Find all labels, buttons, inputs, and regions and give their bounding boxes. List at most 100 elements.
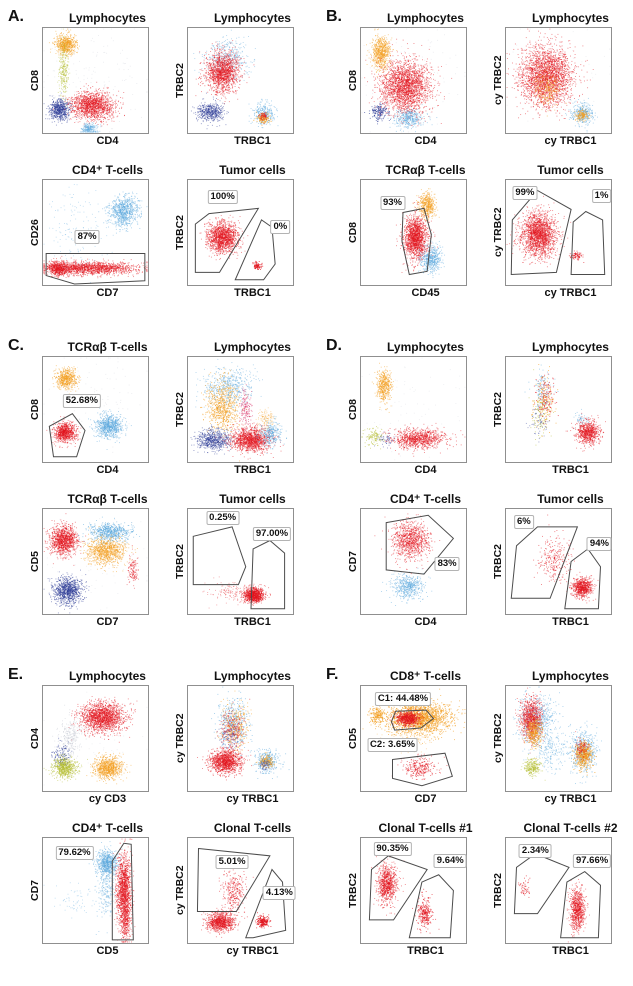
gate-overlay bbox=[188, 180, 293, 285]
scatter-plot: CD4⁺ T-cells CD7 79.62% CD5 bbox=[28, 820, 173, 972]
x-axis-label: TRBC1 bbox=[552, 945, 589, 957]
gate-percentage-label: 6% bbox=[513, 514, 534, 529]
gate-polygon bbox=[393, 753, 453, 786]
gate-polygon bbox=[409, 875, 453, 938]
gate-polygon bbox=[511, 527, 577, 598]
gate-polygon bbox=[369, 856, 427, 920]
gate-overlay bbox=[188, 838, 293, 943]
plot-area bbox=[360, 356, 467, 463]
y-axis-label: TRBC2 bbox=[174, 392, 186, 428]
x-axis-label: CD7 bbox=[96, 616, 119, 628]
y-axis-label: TRBC2 bbox=[492, 392, 504, 428]
plot-area bbox=[42, 685, 149, 792]
gate-percentage-label: 94% bbox=[586, 536, 612, 551]
scatter-canvas bbox=[506, 357, 611, 462]
plot-area bbox=[42, 27, 149, 134]
scatter-plot: Lymphocytes cy TRBC2 cy TRBC1 bbox=[491, 668, 633, 820]
gate-percentage-label: 83% bbox=[434, 556, 460, 571]
y-axis-label: TRBC2 bbox=[174, 63, 186, 99]
scatter-plot: TCRαβ T-cells CD8 93% CD45 bbox=[346, 162, 491, 314]
y-axis-label: TRBC2 bbox=[174, 215, 186, 251]
x-axis-label: cy TRBC1 bbox=[226, 945, 279, 957]
scatter-plot: CD4⁺ T-cells CD26 87% CD7 bbox=[28, 162, 173, 314]
gate-polygon bbox=[235, 220, 275, 280]
plot-area bbox=[505, 356, 612, 463]
scatter-plot: Lymphocytes TRBC2 TRBC1 bbox=[173, 10, 318, 162]
x-axis-label: CD4 bbox=[414, 616, 437, 628]
scatter-canvas bbox=[188, 509, 293, 614]
plot-title: Lymphocytes bbox=[69, 669, 146, 683]
panel-f: F. CD8⁺ T-cells CD5 C1: 44.48% C2: 3.65% CD7 L… bbox=[320, 660, 632, 986]
x-axis-label: cy TRBC1 bbox=[544, 287, 597, 299]
plot-area: C1: 44.48% C2: 3.65% bbox=[360, 685, 467, 792]
plot-area: 2.34% 97.66% bbox=[505, 837, 612, 944]
gate-polygon bbox=[565, 549, 601, 609]
gate-polygon bbox=[391, 710, 433, 730]
gate-polygon bbox=[195, 208, 258, 272]
plot-area: 93% bbox=[360, 179, 467, 286]
scatter-plot: Lymphocytes TRBC2 TRBC1 bbox=[491, 339, 633, 491]
gate-percentage-label: 100% bbox=[207, 189, 238, 204]
plot-title: Lymphocytes bbox=[69, 11, 146, 25]
y-axis-label: cy TRBC2 bbox=[492, 713, 504, 764]
plot-area bbox=[360, 27, 467, 134]
x-axis-label: TRBC1 bbox=[234, 464, 271, 476]
plot-title: CD4⁺ T-cells bbox=[389, 492, 462, 506]
panel-letter: E. bbox=[8, 666, 24, 683]
scatter-plot: Tumor cells TRBC2 0.25% 97.00% TRBC1 bbox=[173, 491, 318, 643]
gate-percentage-label: 1% bbox=[591, 188, 612, 203]
plot-title: TCRαβ T-cells bbox=[67, 340, 148, 354]
plot-title: CD4⁺ T-cells bbox=[71, 821, 144, 835]
panel-a: A. Lymphocytes CD8 CD4 Lymphocytes TRBC2 TRBC1… bbox=[2, 2, 314, 328]
x-axis-label: CD4 bbox=[96, 464, 119, 476]
scatter-plot: Tumor cells cy TRBC2 99% 1% cy TRBC1 bbox=[491, 162, 633, 314]
scatter-plot: TCRαβ T-cells CD5 CD7 bbox=[28, 491, 173, 643]
gate-polygon bbox=[251, 541, 285, 609]
scatter-canvas bbox=[361, 357, 466, 462]
x-axis-label: CD4 bbox=[414, 135, 437, 147]
scatter-canvas bbox=[506, 28, 611, 133]
panel-plot-grid: CD8⁺ T-cells CD5 C1: 44.48% C2: 3.65% CD7 Lym… bbox=[346, 668, 633, 972]
x-axis-label: cy TRBC1 bbox=[226, 793, 279, 805]
y-axis-label: CD8 bbox=[29, 70, 41, 92]
plot-area: 87% bbox=[42, 179, 149, 286]
panel-letter: F. bbox=[326, 666, 339, 683]
plot-title: Clonal T-cells bbox=[213, 821, 292, 835]
x-axis-label: cy TRBC1 bbox=[544, 793, 597, 805]
gate-overlay bbox=[506, 509, 611, 614]
plot-title: Lymphocytes bbox=[214, 669, 291, 683]
panel-plot-grid: Lymphocytes CD8 CD4 Lymphocytes cy TRBC2 cy T… bbox=[346, 10, 633, 314]
scatter-plot: Lymphocytes cy TRBC2 cy TRBC1 bbox=[491, 10, 633, 162]
gate-overlay bbox=[361, 686, 466, 791]
scatter-canvas bbox=[43, 686, 148, 791]
x-axis-label: CD5 bbox=[96, 945, 119, 957]
scatter-plot: Lymphocytes CD8 CD4 bbox=[346, 10, 491, 162]
scatter-canvas bbox=[361, 180, 466, 285]
gate-percentage-label: 90.35% bbox=[373, 841, 412, 856]
y-axis-label: CD7 bbox=[29, 880, 41, 902]
panel-plot-grid: Lymphocytes CD8 CD4 Lymphocytes TRBC2 TRBC1 CD… bbox=[28, 10, 318, 314]
x-axis-label: TRBC1 bbox=[407, 945, 444, 957]
gate-overlay bbox=[43, 357, 148, 462]
gate-percentage-label: 0.25% bbox=[206, 511, 240, 526]
x-axis-label: cy CD3 bbox=[88, 793, 127, 805]
gate-polygon bbox=[386, 515, 453, 574]
gate-polygon bbox=[46, 254, 145, 284]
plot-title: Lymphocytes bbox=[214, 340, 291, 354]
plot-area: 100% 0% bbox=[187, 179, 294, 286]
plot-title: Tumor cells bbox=[219, 492, 286, 506]
scatter-canvas bbox=[188, 686, 293, 791]
plot-area: 0.25% 97.00% bbox=[187, 508, 294, 615]
x-axis-label: TRBC1 bbox=[234, 616, 271, 628]
plot-title: Tumor cells bbox=[537, 163, 604, 177]
plot-title: TCRαβ T-cells bbox=[385, 163, 466, 177]
plot-title: Lymphocytes bbox=[387, 340, 464, 354]
plot-area: 79.62% bbox=[42, 837, 149, 944]
gate-polygon bbox=[514, 854, 569, 914]
plot-area: 99% 1% bbox=[505, 179, 612, 286]
plot-title: Clonal T-cells #1 bbox=[378, 821, 473, 835]
scatter-canvas bbox=[43, 509, 148, 614]
x-axis-label: CD4 bbox=[414, 464, 437, 476]
panel-plot-grid: TCRαβ T-cells CD8 52.68% CD4 Lymphocytes TRBC… bbox=[28, 339, 318, 643]
x-axis-label: TRBC1 bbox=[234, 135, 271, 147]
